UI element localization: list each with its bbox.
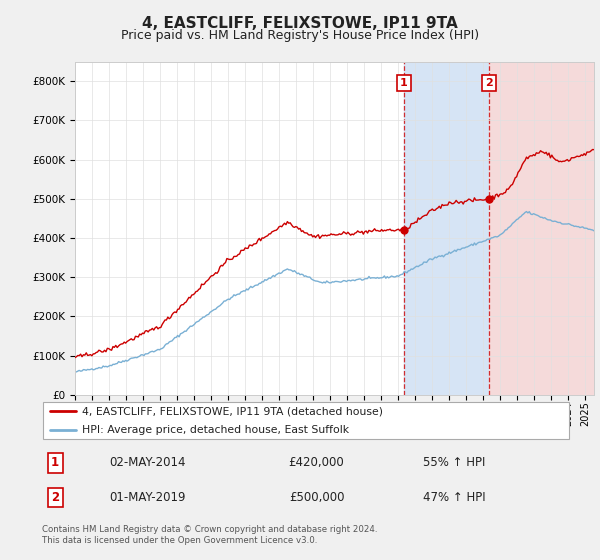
Text: 02-MAY-2014: 02-MAY-2014	[109, 456, 186, 469]
FancyBboxPatch shape	[43, 402, 569, 439]
Text: HPI: Average price, detached house, East Suffolk: HPI: Average price, detached house, East…	[82, 425, 349, 435]
Text: 01-MAY-2019: 01-MAY-2019	[109, 491, 186, 504]
Text: 1: 1	[51, 456, 59, 469]
Text: 2: 2	[485, 78, 493, 88]
Text: Contains HM Land Registry data © Crown copyright and database right 2024.
This d: Contains HM Land Registry data © Crown c…	[42, 525, 377, 545]
Text: £420,000: £420,000	[289, 456, 344, 469]
Text: 4, EASTCLIFF, FELIXSTOWE, IP11 9TA (detached house): 4, EASTCLIFF, FELIXSTOWE, IP11 9TA (deta…	[82, 406, 383, 416]
Bar	[489, 62, 594, 395]
Text: £500,000: £500,000	[289, 491, 344, 504]
Text: 2: 2	[51, 491, 59, 504]
Text: 47% ↑ HPI: 47% ↑ HPI	[422, 491, 485, 504]
Text: Price paid vs. HM Land Registry's House Price Index (HPI): Price paid vs. HM Land Registry's House …	[121, 29, 479, 42]
Bar	[404, 62, 489, 395]
Text: 4, EASTCLIFF, FELIXSTOWE, IP11 9TA: 4, EASTCLIFF, FELIXSTOWE, IP11 9TA	[142, 16, 458, 31]
Text: 55% ↑ HPI: 55% ↑ HPI	[422, 456, 485, 469]
Text: 1: 1	[400, 78, 408, 88]
